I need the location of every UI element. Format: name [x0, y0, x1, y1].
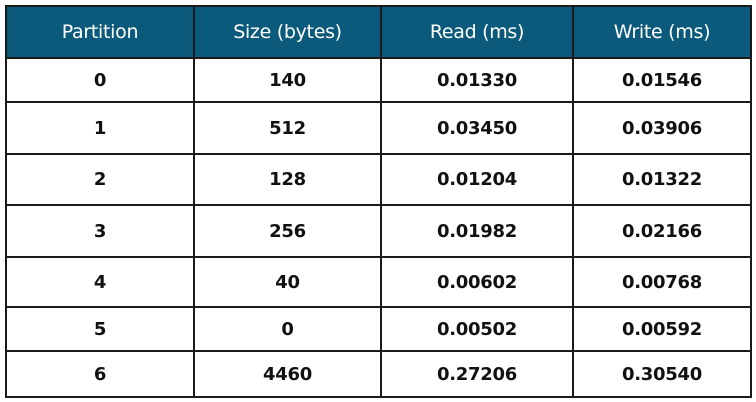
cell-write: 0.01322 [572, 153, 752, 206]
cell-partition: 6 [5, 350, 195, 398]
cell-write: 0.01546 [572, 57, 752, 103]
cell-partition: 2 [5, 153, 195, 206]
cell-size: 256 [193, 204, 382, 258]
cell-size: 128 [193, 153, 382, 206]
cell-size: 512 [193, 101, 382, 155]
cell-write: 0.30540 [572, 350, 752, 398]
cell-read: 0.27206 [380, 350, 574, 398]
cell-write: 0.02166 [572, 204, 752, 258]
cell-size: 40 [193, 256, 382, 308]
cell-read: 0.01982 [380, 204, 574, 258]
cell-partition: 0 [5, 57, 195, 103]
cell-size: 140 [193, 57, 382, 103]
cell-partition: 4 [5, 256, 195, 308]
cell-read: 0.03450 [380, 101, 574, 155]
partition-timing-table: Partition Size (bytes) Read (ms) Write (… [5, 5, 752, 398]
cell-read: 0.00602 [380, 256, 574, 308]
cell-partition: 5 [5, 306, 195, 352]
table-row: 5 0 0.00502 0.00592 [5, 306, 752, 352]
cell-write: 0.00592 [572, 306, 752, 352]
header-partition: Partition [5, 5, 195, 59]
header-size: Size (bytes) [193, 5, 382, 59]
cell-write: 0.03906 [572, 101, 752, 155]
table-row: 3 256 0.01982 0.02166 [5, 204, 752, 258]
table-row: 2 128 0.01204 0.01322 [5, 153, 752, 206]
header-write: Write (ms) [572, 5, 752, 59]
cell-read: 0.00502 [380, 306, 574, 352]
table-row: 1 512 0.03450 0.03906 [5, 101, 752, 155]
header-read: Read (ms) [380, 5, 574, 59]
cell-size: 4460 [193, 350, 382, 398]
table-row: 4 40 0.00602 0.00768 [5, 256, 752, 308]
cell-read: 0.01204 [380, 153, 574, 206]
cell-read: 0.01330 [380, 57, 574, 103]
cell-size: 0 [193, 306, 382, 352]
cell-partition: 1 [5, 101, 195, 155]
cell-partition: 3 [5, 204, 195, 258]
table-row: 0 140 0.01330 0.01546 [5, 57, 752, 103]
table-row: 6 4460 0.27206 0.30540 [5, 350, 752, 398]
cell-write: 0.00768 [572, 256, 752, 308]
header-row: Partition Size (bytes) Read (ms) Write (… [5, 5, 752, 59]
